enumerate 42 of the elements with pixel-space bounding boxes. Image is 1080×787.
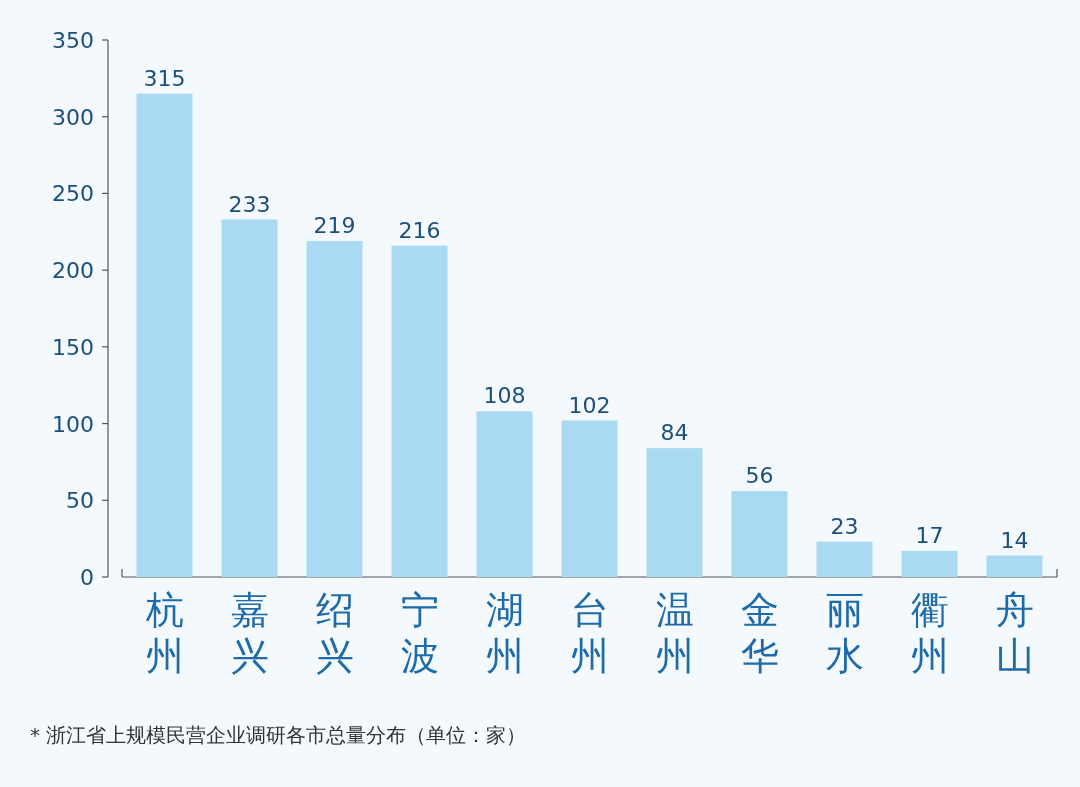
bar [646, 448, 703, 577]
bar [816, 541, 873, 577]
bar [731, 491, 788, 577]
x-tick-label: 湖州 [485, 588, 524, 678]
bar [306, 240, 363, 577]
y-tick-label: 200 [52, 258, 94, 284]
y-tick-label: 150 [52, 334, 94, 360]
data-label: 102 [568, 392, 611, 418]
x-tick-label: 衢州 [910, 588, 949, 678]
data-label: 108 [483, 383, 526, 409]
y-tick-label: 50 [66, 488, 94, 514]
x-tick-label: 舟山 [995, 588, 1034, 678]
data-label: 17 [915, 522, 944, 548]
bar [901, 550, 958, 577]
x-tick-label: 宁波 [400, 588, 439, 678]
data-label: 56 [745, 463, 774, 489]
x-tick-label: 杭州 [144, 588, 184, 678]
data-label: 219 [313, 212, 356, 238]
data-label: 23 [830, 513, 859, 539]
bar [476, 411, 533, 577]
data-label: 216 [398, 217, 441, 243]
bar [391, 245, 448, 577]
bar [986, 555, 1043, 577]
data-label: 84 [660, 420, 689, 446]
text: * 浙江省上规模民营企业调研各市总量分布（单位：家） [30, 723, 527, 747]
bar [136, 93, 193, 577]
x-tick-label: 台州 [570, 588, 609, 678]
y-tick-label: 350 [52, 28, 94, 53]
bar [221, 219, 278, 577]
y-tick-label: 100 [52, 411, 94, 437]
y-tick-label: 300 [52, 104, 94, 130]
data-label: 233 [228, 191, 271, 217]
x-tick-label: 绍兴 [315, 588, 354, 678]
data-label: 315 [143, 65, 186, 91]
y-tick-label: 0 [80, 565, 94, 590]
x-tick-label: 丽水 [825, 588, 864, 678]
data-label: 14 [1000, 527, 1029, 553]
bar [561, 420, 618, 577]
y-tick-label: 250 [52, 181, 94, 207]
x-tick-label: 嘉兴 [230, 588, 269, 678]
x-tick-label: 温州 [655, 588, 694, 678]
x-tick-label: 金华 [740, 588, 779, 678]
